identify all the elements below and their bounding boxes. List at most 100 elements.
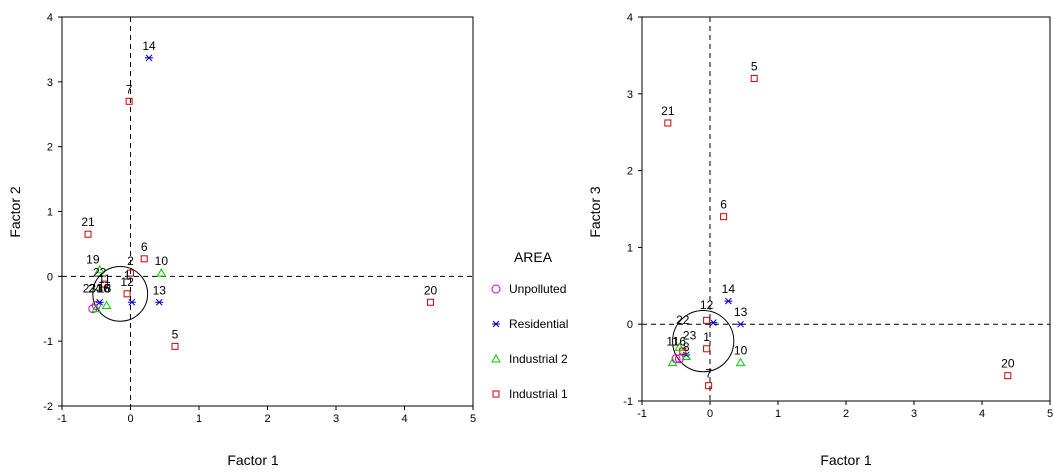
point-label: 3 [96,282,103,296]
point-label: 1 [703,330,710,344]
scatter-chart-factor1-factor3: -1 0 1 2 3 4 5-1012341413105216172012222311168… [587,12,1053,468]
data-point-industrial-1 [140,255,148,263]
data-point-industrial-1 [100,280,108,288]
data-point-unpolluted [91,301,101,311]
point-label: 19 [86,252,100,266]
point-label: 12 [120,275,134,289]
point-label: 14 [142,39,156,53]
data-point-industrial-1 [127,269,134,277]
data-point-industrial-1 [427,298,435,306]
y-tick-label: -1 [623,396,633,408]
circle-marker-icon [491,284,501,294]
scatter-chart-factor1-factor2: -1 0 1 2 3 4 5-2-10123414131072162122051922113… [7,12,476,468]
data-point-industrial-1 [679,347,687,355]
asterisk-marker-icon [492,320,500,328]
x-tick-label: 3 [911,408,917,420]
y-tick-label: 1 [47,207,53,219]
data-point-industrial-1 [750,74,758,82]
x-tick-label: 0 [127,413,133,425]
y-tick-label: 4 [47,12,53,24]
data-point-industrial-2 [667,357,678,367]
point-label: 8 [105,282,112,296]
point-label: 16 [673,335,687,349]
y-tick-label: 2 [47,142,53,154]
x-tick-label: 2 [264,413,270,425]
legend-title: AREA [514,249,553,265]
point-label: 21 [81,215,95,229]
legend-label: Industrial 1 [509,387,568,401]
x-tick-label: -1 [57,413,67,425]
data-point-industrial-1 [123,290,131,298]
point-label: 13 [734,305,748,319]
point-label: 7 [705,367,712,381]
y-tick-label: 1 [627,242,633,254]
point-label: 12 [700,298,714,312]
data-point-industrial-1 [720,213,728,221]
point-label: 10 [155,254,169,268]
point-label: 16 [96,282,110,296]
data-point-residential [144,54,153,62]
x-tick-label: 1 [196,413,202,425]
legend-item-unpolluted: Unpolluted [491,282,566,296]
data-point-industrial-2 [681,351,692,360]
data-point-residential [736,320,745,328]
point-label: 8 [683,340,690,354]
legend-item-industrial-1: Industrial 1 [492,387,568,401]
legend-label: Unpolluted [509,282,566,296]
legend: AREA Unpolluted Residential Industrial 2 In… [491,249,568,401]
point-label: 2 [127,254,134,268]
data-point-residential [709,319,718,327]
point-label: 6 [720,198,727,212]
point-label: 23 [683,329,697,343]
x-tick-label: 5 [1047,408,1053,420]
point-label: 11 [98,272,111,286]
x-axis-label: Factor 1 [227,452,279,468]
data-point-industrial-2 [94,264,105,274]
y-tick-label: 0 [47,271,53,283]
legend-label: Industrial 2 [509,352,568,366]
plot-content: -1 0 1 2 3 4 5-2-10123414131072162122051922113… [43,12,476,425]
point-label: 6 [141,240,148,254]
cluster-circle [92,265,149,322]
y-tick-label: -2 [43,401,53,413]
square-marker-icon [492,390,500,398]
point-label: 1 [124,269,131,283]
y-tick-label: 4 [627,12,633,24]
y-axis-label: Factor 2 [7,186,23,238]
x-tick-label: 1 [775,408,781,420]
point-label: 15 [98,282,112,296]
data-point-industrial-2 [156,268,167,277]
point-label: 20 [1001,357,1015,371]
data-point-industrial-2 [735,357,746,367]
data-point-industrial-1 [1004,372,1012,380]
x-tick-label: 3 [333,413,339,425]
x-tick-label: 2 [843,408,849,420]
point-label: 5 [751,59,758,73]
data-point-residential [155,298,164,306]
x-tick-label: -1 [637,408,647,420]
point-label: 11 [666,335,679,349]
y-tick-label: 2 [627,166,633,178]
data-point-industrial-2 [91,303,102,313]
data-point-residential [724,297,733,305]
point-label: 5 [172,327,179,341]
x-axis-label: Factor 1 [820,452,872,468]
legend-item-industrial-2: Industrial 2 [491,352,568,366]
data-point-industrial-1 [125,97,133,105]
legend-item-residential: Residential [492,317,568,331]
data-point-industrial-1 [703,316,711,324]
y-tick-label: 0 [627,319,633,331]
point-label: 20 [424,283,438,297]
plot-frame [61,16,474,407]
point-label: 7 [126,82,133,96]
data-point-industrial-2 [101,300,112,310]
point-label: 13 [153,283,167,297]
triangle-marker-icon [491,353,501,363]
point-label: 14 [722,282,736,296]
data-point-residential [127,298,136,306]
data-point-industrial-1 [84,230,92,238]
data-point-unpolluted [674,354,684,364]
point-label: 23 [83,282,97,296]
